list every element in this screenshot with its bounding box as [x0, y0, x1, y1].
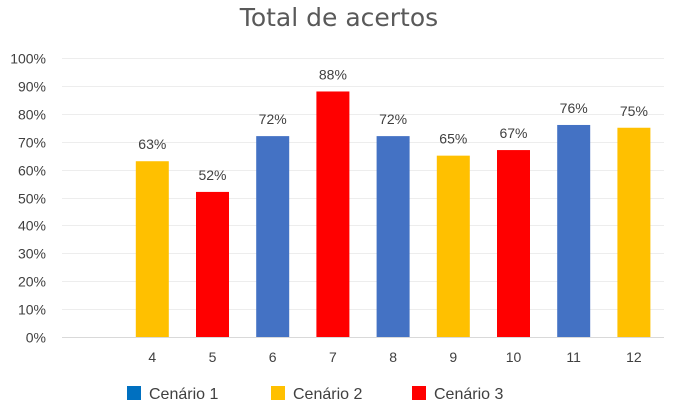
x-tick-label: 4 [148, 349, 156, 365]
chart-title: Total de acertos [239, 3, 438, 32]
data-labels: 63% 52% 72% 88% 72% 65% 67% 76% 75% [138, 66, 648, 182]
x-tick-label: 7 [329, 349, 337, 365]
data-label-7: 88% [319, 66, 347, 82]
y-tick-label: 40% [18, 218, 46, 234]
bar-7 [316, 91, 350, 337]
y-tick-label: 80% [18, 107, 46, 123]
y-tick-label: 0% [26, 330, 46, 346]
y-tick-label: 50% [18, 191, 46, 207]
x-axis-ticks: 4 5 6 7 8 9 10 11 12 [148, 349, 641, 365]
bar-4 [135, 161, 169, 337]
data-label-8: 72% [379, 111, 407, 127]
bar-5 [196, 191, 229, 337]
bar-11 [557, 124, 591, 338]
legend-swatch [127, 386, 141, 400]
x-tick-label: 12 [626, 349, 642, 365]
legend-label: Cenário 3 [434, 386, 503, 403]
legend-swatch [271, 386, 285, 400]
x-tick-label: 8 [389, 349, 397, 365]
bars [135, 91, 651, 338]
data-label-11: 76% [560, 100, 588, 116]
x-tick-label: 6 [269, 349, 277, 365]
bar-9 [436, 155, 470, 337]
x-tick-label: 9 [449, 349, 457, 365]
y-tick-label: 60% [18, 163, 46, 179]
bar-8 [376, 136, 410, 337]
data-label-4: 63% [138, 136, 166, 152]
y-axis-ticks: 0% 10% 20% 30% 40% 50% 60% 70% 80% 90% 100% [10, 51, 46, 346]
bar-12 [617, 127, 651, 337]
legend-label: Cenário 1 [149, 386, 218, 403]
y-tick-label: 20% [18, 274, 46, 290]
x-tick-label: 5 [209, 349, 217, 365]
data-label-12: 75% [620, 103, 648, 119]
legend: Cenário 1 Cenário 2 Cenário 3 [127, 386, 503, 403]
x-tick-label: 10 [506, 349, 522, 365]
data-label-6: 72% [259, 111, 287, 127]
x-tick-label: 11 [566, 349, 581, 365]
bar-6 [256, 136, 290, 337]
y-tick-label: 100% [10, 51, 46, 67]
legend-label: Cenário 2 [293, 386, 362, 403]
y-tick-label: 70% [18, 135, 46, 151]
legend-swatch [412, 386, 426, 400]
y-tick-label: 30% [18, 246, 46, 262]
data-label-5: 52% [198, 167, 226, 183]
y-tick-label: 90% [18, 79, 46, 95]
bar-10 [497, 150, 530, 337]
data-label-9: 65% [439, 131, 467, 147]
y-tick-label: 10% [18, 302, 46, 318]
data-label-10: 67% [499, 125, 527, 141]
